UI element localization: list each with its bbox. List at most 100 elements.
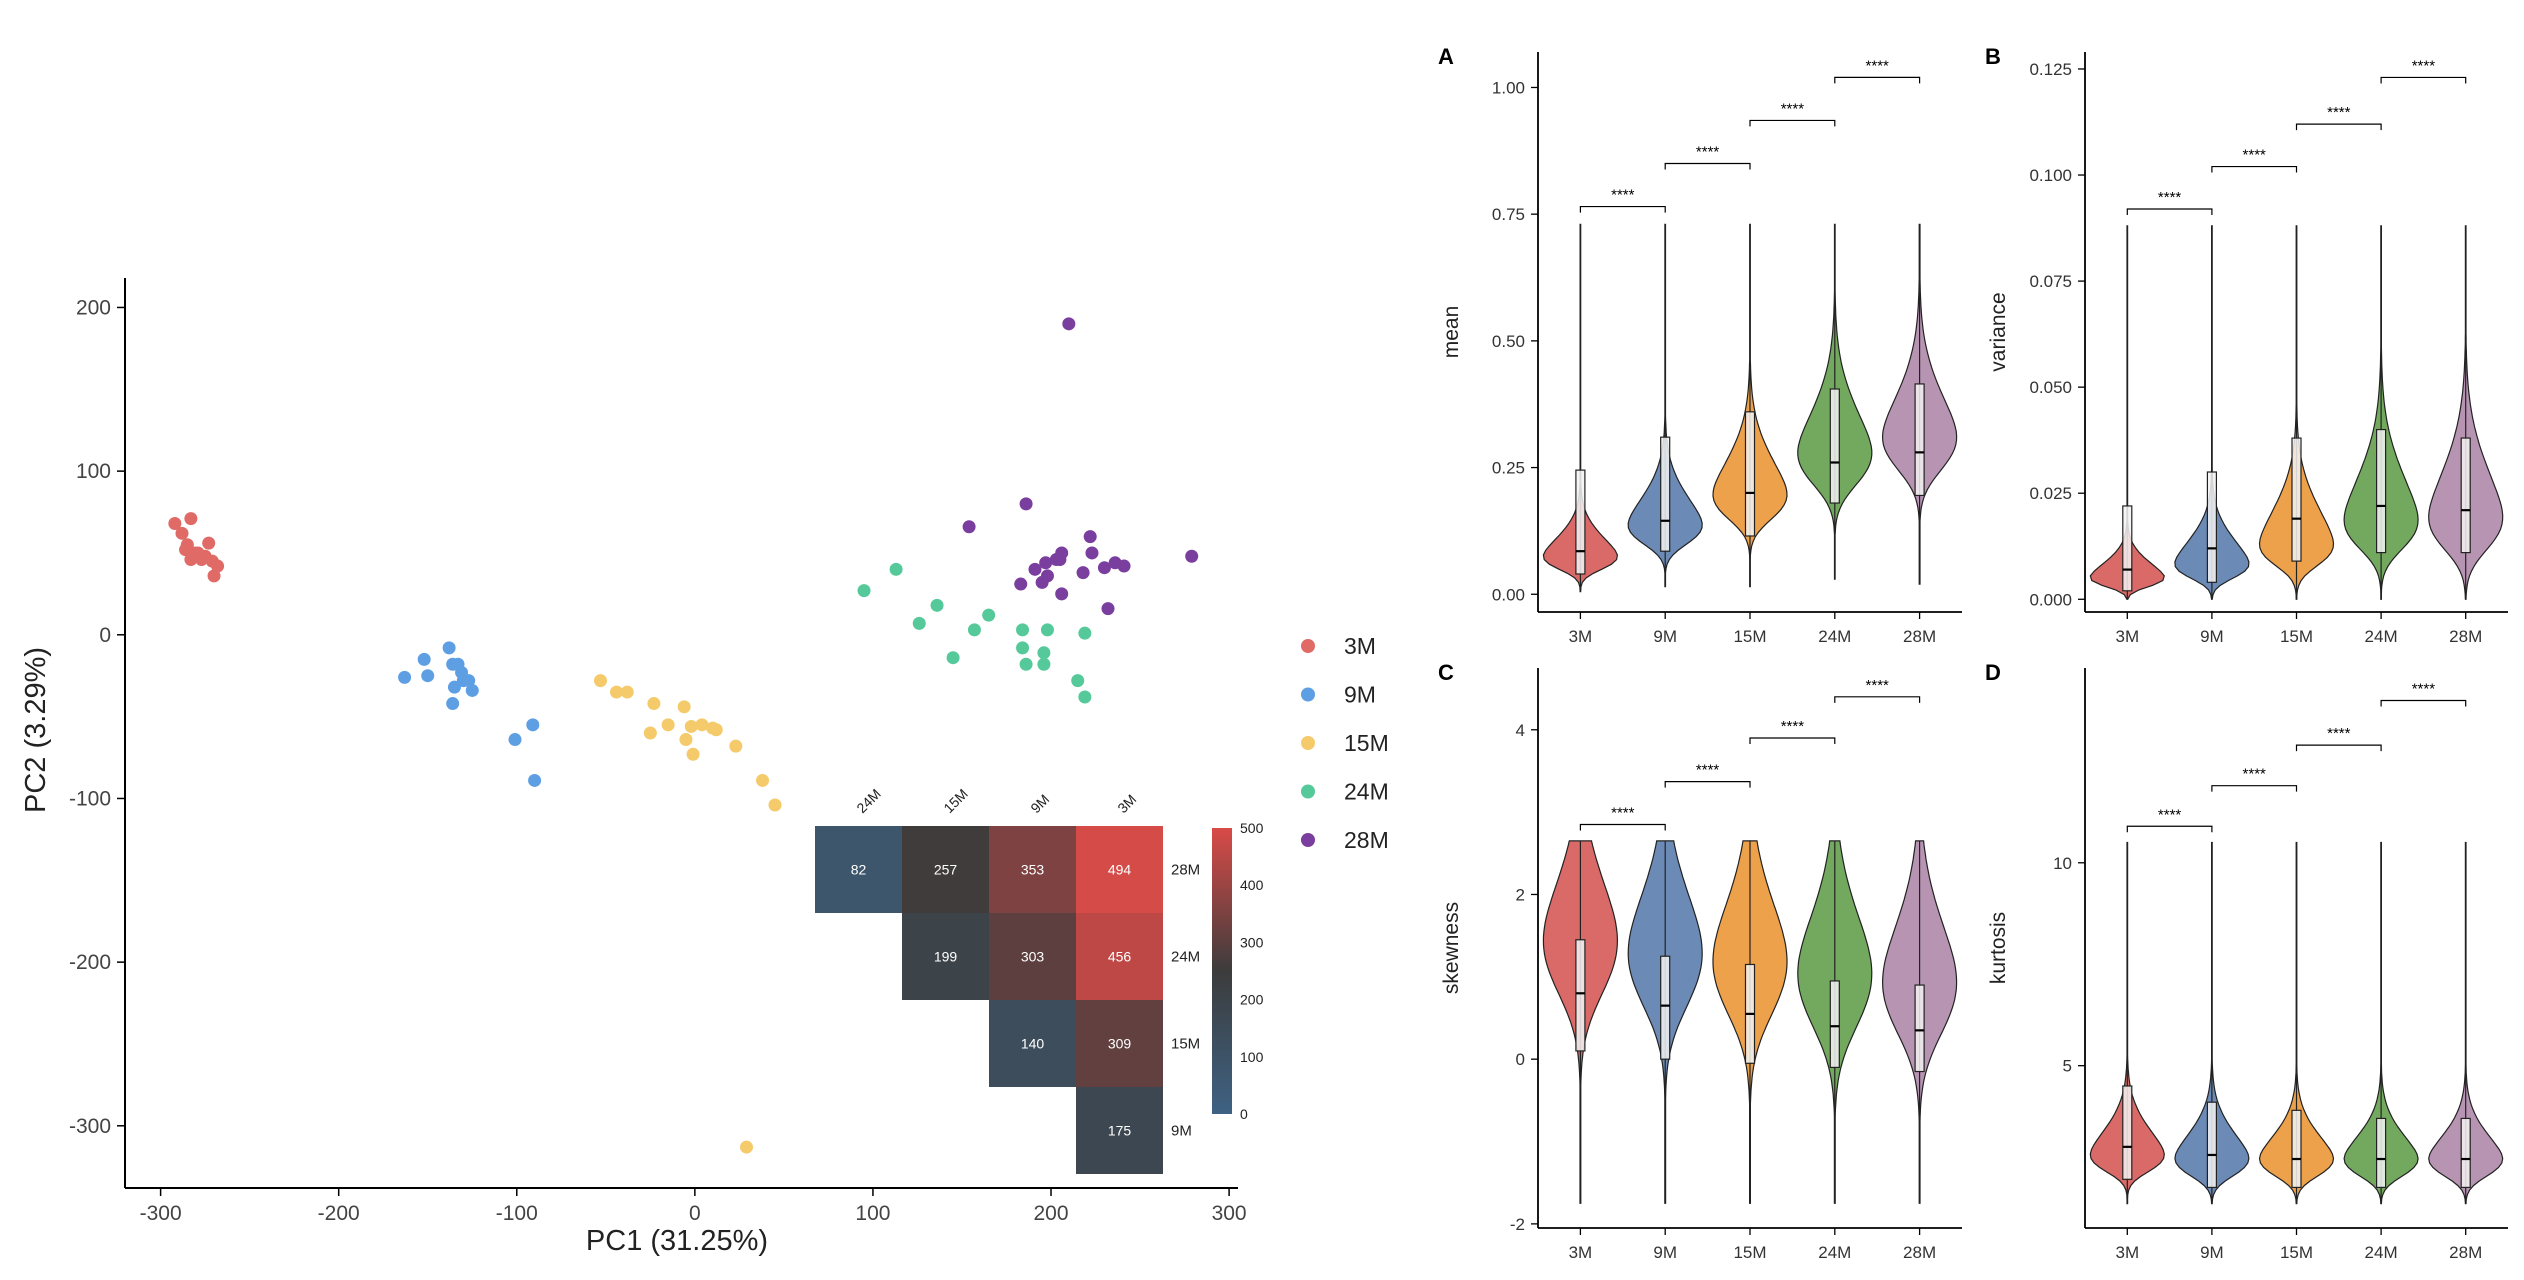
- heatmap-cell-value: 82: [851, 862, 867, 878]
- pca-point-9m: [417, 652, 431, 666]
- panel-y-tick-label: 2: [1516, 885, 1525, 904]
- significance-bracket: [1834, 76, 1921, 84]
- significance-label: ****: [1611, 804, 1635, 821]
- heatmap-cell-value: 353: [1021, 862, 1045, 878]
- heatmap-cell-value: 303: [1021, 949, 1045, 965]
- panel-x-tick-label: 15M: [1733, 627, 1766, 646]
- violin-box: [2206, 1101, 2217, 1189]
- panel-x-tick-label: 3M: [1569, 627, 1593, 646]
- violin-box: [1914, 383, 1925, 497]
- pca-point-24m: [1037, 657, 1051, 671]
- panel-y-tick-label: 0.000: [2029, 590, 2072, 609]
- panel-x-tick-label: 24M: [2365, 1243, 2398, 1262]
- significance-label: ****: [1611, 187, 1635, 204]
- pca-point-15m: [739, 1140, 753, 1154]
- pca-point-15m: [679, 733, 693, 747]
- panel-y-tick-label: 1.00: [1492, 78, 1525, 97]
- heatmap-cell: [989, 913, 1076, 1000]
- pca-point-28m: [1014, 577, 1028, 591]
- significance-label: ****: [2158, 189, 2182, 206]
- pca-point-9m: [465, 683, 479, 697]
- significance-label: ****: [2327, 725, 2351, 742]
- panel-x-tick-label: 3M: [1569, 1243, 1593, 1262]
- pca-point-3m: [179, 543, 193, 557]
- pca-point-24m: [857, 584, 871, 598]
- heatmap-row-label: 15M: [1171, 1036, 1200, 1053]
- colorbar-tick-label: 300: [1240, 934, 1264, 950]
- panel-x-tick-label: 15M: [2280, 627, 2313, 646]
- pca-point-28m: [1083, 530, 1097, 544]
- pca-y-tick-label: 200: [76, 296, 111, 319]
- pca-y-tick-label: -200: [69, 951, 111, 974]
- pca-point-3m: [168, 517, 182, 531]
- pca-point-9m: [446, 697, 460, 711]
- significance-label: ****: [1696, 143, 1720, 160]
- heatmap-col-label: 15M: [940, 786, 971, 817]
- legend-label-24m: 24M: [1344, 779, 1389, 805]
- pca-point-3m: [211, 559, 225, 573]
- colorbar-tick-label: 400: [1240, 877, 1264, 893]
- violin-box: [1914, 984, 1925, 1073]
- panel-x-tick-label: 15M: [2280, 1243, 2313, 1262]
- colorbar-tick-label: 100: [1240, 1049, 1264, 1065]
- panel-label: A: [1438, 44, 1454, 69]
- panel-x-tick-label: 28M: [2449, 1243, 2482, 1262]
- significance-bracket: [1579, 205, 1666, 213]
- pca-point-15m: [620, 685, 634, 699]
- pca-point-15m: [768, 798, 782, 812]
- pca-point-28m: [1101, 602, 1115, 616]
- panel-x-tick-label: 9M: [1653, 1243, 1677, 1262]
- pca-x-tick-label: 0: [689, 1202, 701, 1225]
- pca-y-axis-label: PC2 (3.29%): [20, 647, 52, 813]
- violin-box: [1829, 388, 1840, 504]
- panel-y-tick-label: 0.125: [2029, 60, 2072, 79]
- pca-point-28m: [1040, 569, 1054, 583]
- pca-x-axis-label: PC1 (31.25%): [586, 1225, 768, 1257]
- panel-y-tick-label: 0.100: [2029, 166, 2072, 185]
- pca-point-24m: [967, 623, 981, 637]
- pca-point-15m: [677, 700, 691, 714]
- pca-x-tick-label: 100: [855, 1202, 890, 1225]
- pca-point-15m: [643, 726, 657, 740]
- panel-label: C: [1438, 660, 1454, 685]
- pca-point-15m: [593, 674, 607, 688]
- panel-y-axis-label: kurtosis: [1987, 912, 2010, 984]
- pca-point-24m: [1016, 623, 1030, 637]
- legend-label-15m: 15M: [1344, 730, 1389, 756]
- violin-box: [2460, 437, 2471, 554]
- panel-y-tick-label: 0.50: [1492, 332, 1525, 351]
- colorbar-tick-label: 500: [1240, 820, 1264, 836]
- violin-box: [2206, 471, 2217, 583]
- pca-point-9m: [456, 674, 470, 688]
- heatmap-row-label: 24M: [1171, 949, 1200, 966]
- panel-label: D: [1985, 660, 2001, 685]
- pca-point-9m: [442, 641, 456, 655]
- pca-point-28m: [1019, 497, 1033, 511]
- pca-point-9m: [398, 670, 412, 684]
- significance-bracket: [1664, 162, 1751, 170]
- significance-label: ****: [2327, 104, 2351, 121]
- significance-label: ****: [1866, 677, 1890, 694]
- panel-x-tick-label: 3M: [2115, 627, 2139, 646]
- significance-bracket: [1749, 737, 1836, 744]
- violin-box: [2460, 1117, 2471, 1189]
- violin-box: [2376, 1117, 2387, 1189]
- pca-y-tick-label: 0: [99, 624, 111, 647]
- heatmap-cell: [1076, 913, 1163, 1000]
- pca-point-15m: [756, 773, 770, 787]
- panel-x-tick-label: 3M: [2115, 1243, 2139, 1262]
- heatmap-cell: [1076, 1000, 1163, 1087]
- panel-y-tick-label: -2: [1510, 1215, 1525, 1234]
- significance-label: ****: [2412, 680, 2436, 697]
- colorbar-tick-label: 200: [1240, 992, 1264, 1008]
- pca-point-28m: [1028, 562, 1042, 576]
- significance-bracket: [2211, 165, 2298, 173]
- significance-label: ****: [2243, 766, 2267, 783]
- panel-y-tick-label: 0.075: [2029, 272, 2072, 291]
- heatmap-row-label: 28M: [1171, 862, 1200, 879]
- pca-point-28m: [1185, 549, 1199, 563]
- panel-y-tick-label: 5: [2063, 1057, 2072, 1076]
- panel-y-axis-label: mean: [1440, 306, 1463, 359]
- violin-box: [1744, 411, 1756, 537]
